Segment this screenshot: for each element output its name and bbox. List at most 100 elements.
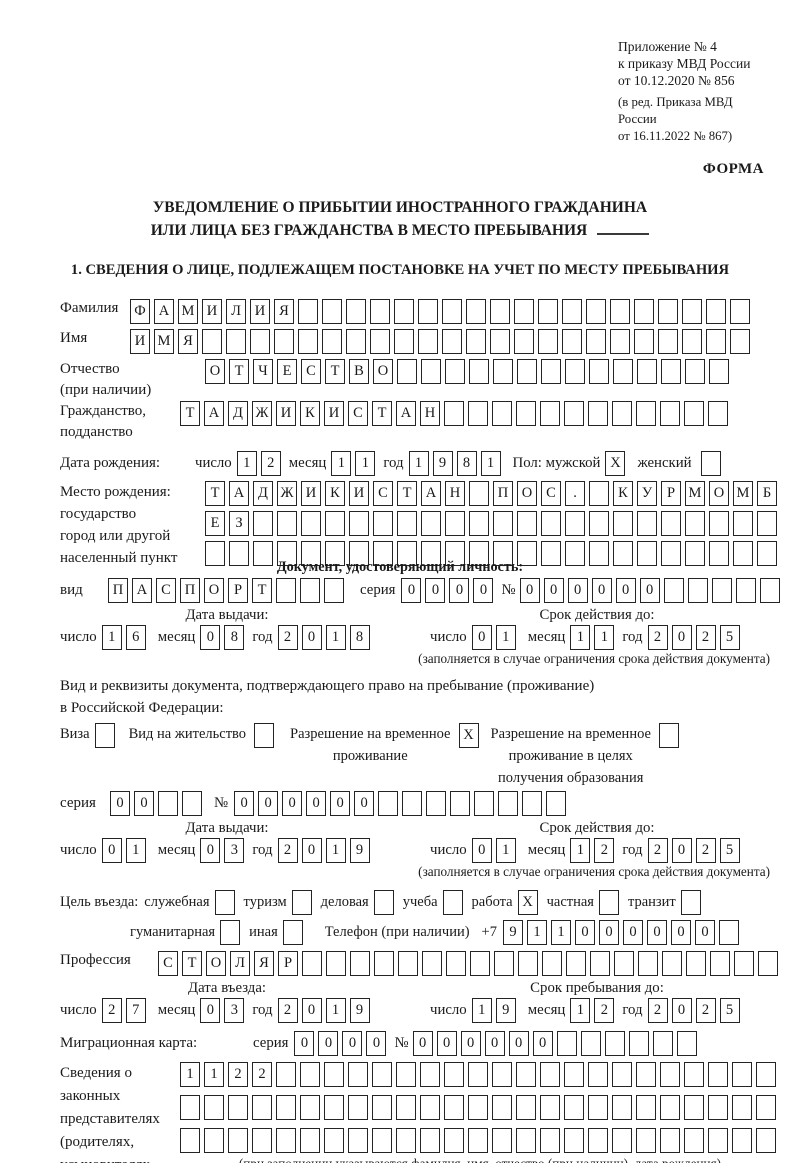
char-cell[interactable]: 0 — [591, 578, 612, 603]
char-cell[interactable] — [514, 299, 534, 324]
char-cell[interactable] — [517, 359, 537, 384]
char-cell[interactable]: И — [202, 299, 222, 324]
char-cell[interactable]: 6 — [125, 625, 146, 650]
char-cell[interactable] — [734, 951, 754, 976]
char-cell[interactable]: Л — [226, 299, 246, 324]
purpose-private-checkbox[interactable] — [594, 890, 619, 915]
char-cell[interactable] — [324, 1095, 344, 1120]
char-cell[interactable] — [468, 401, 488, 426]
char-cell[interactable]: Ж — [252, 401, 272, 426]
purpose-humanitarian-checkbox[interactable] — [215, 920, 241, 945]
char-cell[interactable]: 0 — [694, 920, 715, 945]
char-cell[interactable]: 0 — [567, 578, 588, 603]
char-cell[interactable] — [562, 299, 582, 324]
char-cell[interactable]: 1 — [495, 625, 516, 650]
char-cell[interactable]: 0 — [473, 578, 494, 603]
char-cell[interactable] — [589, 541, 609, 566]
char-cell[interactable] — [300, 1062, 320, 1087]
char-cell[interactable] — [420, 1128, 440, 1153]
char-cell[interactable] — [466, 329, 486, 354]
char-cell[interactable] — [372, 1095, 392, 1120]
char-cell[interactable] — [253, 511, 273, 536]
char-cell[interactable] — [708, 401, 728, 426]
char-cell[interactable]: 2 — [594, 838, 615, 863]
purpose-tourism-checkbox[interactable] — [287, 890, 312, 915]
char-cell[interactable] — [636, 401, 656, 426]
char-cell[interactable] — [586, 329, 606, 354]
char-cell[interactable] — [706, 329, 726, 354]
char-cell[interactable] — [588, 1128, 608, 1153]
char-cell[interactable] — [756, 1095, 776, 1120]
char-cell[interactable]: 8 — [349, 625, 370, 650]
char-cell[interactable] — [276, 1062, 296, 1087]
char-cell[interactable]: 0 — [134, 791, 154, 816]
char-cell[interactable]: З — [229, 511, 249, 536]
char-cell[interactable]: И — [250, 299, 270, 324]
char-cell[interactable] — [349, 511, 369, 536]
char-cell[interactable]: 1 — [204, 1062, 224, 1087]
char-cell[interactable]: Р — [228, 578, 248, 603]
char-cell[interactable] — [556, 1031, 577, 1056]
char-cell[interactable]: 0 — [449, 578, 470, 603]
char-cell[interactable] — [370, 329, 390, 354]
char-cell[interactable] — [613, 541, 633, 566]
char-cell[interactable] — [589, 359, 609, 384]
char-cell[interactable]: Я — [254, 951, 274, 976]
char-cell[interactable] — [638, 951, 658, 976]
char-cell[interactable]: 1 — [331, 451, 352, 476]
char-cell[interactable]: 0 — [639, 578, 660, 603]
char-cell[interactable] — [684, 1062, 704, 1087]
char-cell[interactable] — [540, 1128, 560, 1153]
char-cell[interactable] — [588, 401, 608, 426]
char-cell[interactable] — [758, 951, 778, 976]
char-cell[interactable]: 1 — [125, 838, 146, 863]
char-cell[interactable]: С — [301, 359, 321, 384]
char-cell[interactable]: 1 — [236, 451, 257, 476]
char-cell[interactable] — [636, 1128, 656, 1153]
char-cell[interactable] — [220, 920, 241, 945]
char-cell[interactable] — [346, 329, 366, 354]
char-cell[interactable] — [291, 890, 312, 915]
char-cell[interactable]: 1 — [570, 838, 591, 863]
char-cell[interactable]: 0 — [671, 838, 692, 863]
char-cell[interactable] — [565, 359, 585, 384]
char-cell[interactable] — [588, 1062, 608, 1087]
char-cell[interactable] — [590, 951, 610, 976]
char-cell[interactable] — [492, 401, 512, 426]
char-cell[interactable]: Д — [253, 481, 273, 506]
char-cell[interactable]: М — [733, 481, 753, 506]
char-cell[interactable] — [444, 1062, 464, 1087]
char-cell[interactable] — [565, 511, 585, 536]
char-cell[interactable]: 0 — [330, 791, 351, 816]
char-cell[interactable]: К — [300, 401, 320, 426]
char-cell[interactable]: 2 — [594, 998, 615, 1023]
char-cell[interactable] — [661, 359, 681, 384]
char-cell[interactable]: 0 — [234, 791, 255, 816]
char-cell[interactable] — [490, 329, 510, 354]
char-cell[interactable]: 0 — [110, 791, 130, 816]
char-cell[interactable]: С — [541, 481, 561, 506]
char-cell[interactable] — [421, 541, 441, 566]
char-cell[interactable] — [469, 359, 489, 384]
char-cell[interactable] — [662, 951, 682, 976]
char-cell[interactable] — [346, 299, 366, 324]
char-cell[interactable] — [253, 541, 273, 566]
residence-checkbox[interactable] — [254, 723, 275, 748]
char-cell[interactable] — [685, 359, 705, 384]
char-cell[interactable]: 2 — [277, 998, 298, 1023]
char-cell[interactable]: 2 — [647, 838, 668, 863]
char-cell[interactable] — [180, 1095, 200, 1120]
